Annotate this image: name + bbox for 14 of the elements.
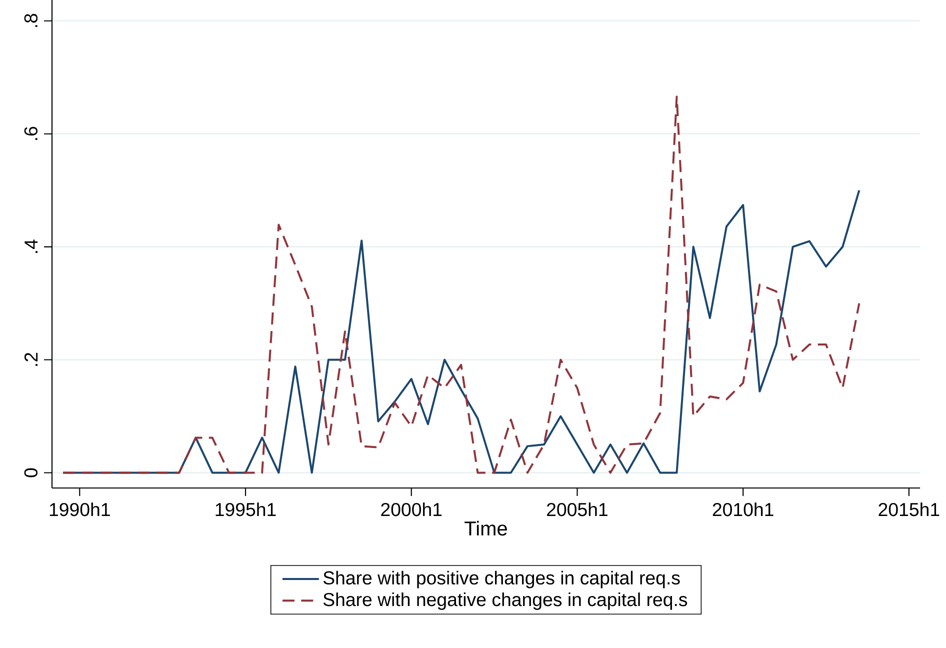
legend-label: Share with positive changes in capital req.s <box>323 570 680 588</box>
legend-label: Share with negative changes in capital req.s <box>323 592 688 610</box>
x-tick-label: 2005h1 <box>547 502 608 516</box>
y-tick-label: .4 <box>24 240 38 253</box>
y-tick-label: 0 <box>24 468 38 478</box>
y-tick-label: .8 <box>24 14 38 27</box>
x-tick-label: 2010h1 <box>712 502 774 516</box>
x-tick-label: 2000h1 <box>381 502 442 516</box>
x-axis-title: Time <box>464 520 507 536</box>
x-tick-label: 1990h1 <box>50 502 110 516</box>
y-tick-label: .2 <box>24 352 38 366</box>
x-tick-label: 2015h1 <box>878 502 940 516</box>
x-tick-label: 1995h1 <box>216 502 276 516</box>
y-tick-label: .6 <box>24 126 38 140</box>
